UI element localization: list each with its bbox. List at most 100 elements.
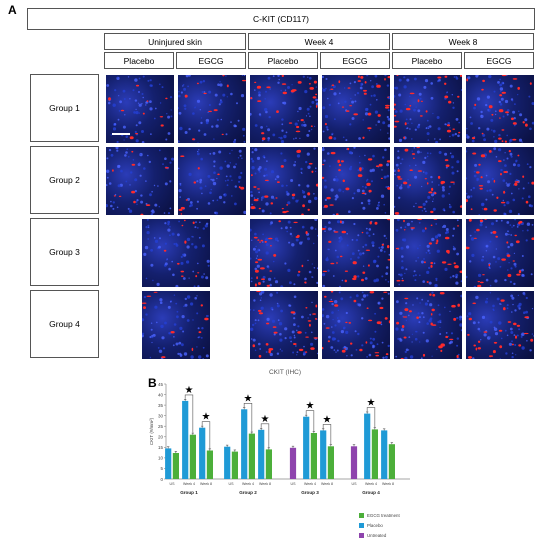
legend-swatch bbox=[359, 513, 364, 518]
group-label: Group 1 bbox=[30, 74, 99, 142]
significance-bracket bbox=[243, 403, 253, 432]
micrograph-tile bbox=[322, 291, 390, 359]
micrograph-tile bbox=[322, 75, 390, 143]
data-bar bbox=[303, 416, 310, 479]
category-label: Week 8 bbox=[382, 482, 394, 486]
data-bar bbox=[320, 430, 327, 479]
legend-swatch bbox=[359, 533, 364, 538]
group-axis-label: Group 3 bbox=[301, 490, 319, 495]
category-label: Week 8 bbox=[321, 482, 333, 486]
data-bar bbox=[265, 449, 272, 479]
category-label: Week 4 bbox=[304, 482, 316, 486]
significance-bracket bbox=[184, 394, 194, 433]
treatment-label: Placebo bbox=[104, 52, 174, 69]
timepoint-uninjured: Uninjured skin bbox=[104, 33, 246, 50]
y-tick-label: 40 bbox=[158, 392, 164, 397]
significance-star: ★ bbox=[261, 414, 270, 425]
group-axis-label: Group 1 bbox=[180, 490, 198, 495]
micrograph-tile bbox=[250, 147, 318, 215]
y-tick-label: 0 bbox=[160, 477, 163, 482]
category-label: Week 4 bbox=[242, 482, 254, 486]
y-axis-label: CKIT (#/mm²) bbox=[149, 417, 154, 445]
micrograph-tile bbox=[394, 219, 462, 287]
significance-star: ★ bbox=[367, 398, 376, 409]
timepoint-week8: Week 8 bbox=[392, 33, 534, 50]
micrograph-tile bbox=[250, 219, 318, 287]
group-label: Group 2 bbox=[30, 146, 99, 214]
data-bar bbox=[371, 429, 378, 479]
data-bar bbox=[189, 434, 196, 479]
significance-bracket bbox=[322, 424, 332, 445]
timepoint-week4: Week 4 bbox=[248, 33, 390, 50]
significance-star: ★ bbox=[306, 401, 315, 412]
data-bar bbox=[248, 433, 255, 479]
legend-label: Placebo bbox=[367, 523, 383, 528]
micrograph-tile bbox=[466, 147, 534, 215]
micrograph-tile bbox=[250, 291, 318, 359]
chart-title: CKIT (IHC) bbox=[269, 369, 301, 376]
group-axis-label: Group 4 bbox=[362, 490, 380, 495]
data-bar bbox=[241, 409, 248, 479]
y-tick-label: 25 bbox=[158, 424, 164, 429]
micrograph-tile bbox=[322, 147, 390, 215]
data-bar bbox=[310, 433, 317, 479]
legend-label: Untreated bbox=[367, 533, 387, 538]
group-label: Group 4 bbox=[30, 290, 99, 358]
category-label: US bbox=[291, 482, 297, 486]
legend-label: EGCG treatment bbox=[367, 513, 400, 518]
micrograph-tile bbox=[322, 219, 390, 287]
significance-star: ★ bbox=[202, 412, 211, 423]
panel-b-label: B bbox=[148, 376, 157, 390]
category-label: Week 8 bbox=[200, 482, 212, 486]
data-bar bbox=[182, 400, 189, 479]
category-label: Week 4 bbox=[365, 482, 377, 486]
group-label: Group 3 bbox=[30, 218, 99, 286]
y-tick-label: 30 bbox=[158, 413, 164, 418]
significance-bracket bbox=[201, 421, 211, 449]
micrograph-tile bbox=[178, 75, 246, 143]
y-tick-label: 5 bbox=[160, 466, 163, 471]
data-bar bbox=[224, 446, 231, 479]
significance-bracket bbox=[366, 407, 376, 428]
micrograph-tile bbox=[394, 147, 462, 215]
significance-bracket bbox=[305, 410, 315, 431]
treatment-label: Placebo bbox=[392, 52, 462, 69]
micrograph-tile bbox=[142, 219, 210, 287]
category-label: US bbox=[352, 482, 358, 486]
micrograph-tile bbox=[250, 75, 318, 143]
category-label: US bbox=[229, 482, 235, 486]
ckit-bar-chart: CKIT (IHC) 0 5 10 15 20 25 30 35 40 45 CKIT (#/mm²)… bbox=[149, 369, 410, 538]
data-bar bbox=[350, 446, 358, 479]
y-tick-label: 35 bbox=[158, 403, 164, 408]
y-tick-label: 45 bbox=[158, 382, 164, 387]
treatment-label: EGCG bbox=[320, 52, 390, 69]
y-tick-label: 20 bbox=[158, 435, 164, 440]
significance-star: ★ bbox=[244, 393, 253, 404]
micrograph-tile bbox=[106, 147, 174, 215]
significance-star: ★ bbox=[323, 414, 332, 425]
data-bar bbox=[206, 450, 213, 479]
group-axis-label: Group 2 bbox=[239, 490, 257, 495]
data-bar bbox=[364, 413, 371, 479]
category-label: Week 8 bbox=[259, 482, 271, 486]
category-label: Week 4 bbox=[183, 482, 195, 486]
panel-a-label: A bbox=[8, 3, 17, 17]
data-bar bbox=[165, 448, 172, 479]
data-bar bbox=[231, 451, 238, 479]
y-tick-label: 10 bbox=[158, 456, 164, 461]
treatment-label: EGCG bbox=[464, 52, 534, 69]
significance-star: ★ bbox=[185, 385, 194, 396]
treatment-label: EGCG bbox=[176, 52, 246, 69]
data-bar bbox=[289, 447, 297, 479]
treatment-label: Placebo bbox=[248, 52, 318, 69]
micrograph-tile bbox=[466, 219, 534, 287]
data-bar bbox=[381, 430, 388, 479]
scale-bar bbox=[112, 133, 130, 135]
data-bar bbox=[258, 429, 265, 479]
category-label: US bbox=[170, 482, 176, 486]
data-bar bbox=[199, 427, 206, 479]
micrograph-tile bbox=[394, 75, 462, 143]
micrograph-tile bbox=[142, 291, 210, 359]
micrograph-tile bbox=[178, 147, 246, 215]
data-bar bbox=[327, 446, 334, 479]
